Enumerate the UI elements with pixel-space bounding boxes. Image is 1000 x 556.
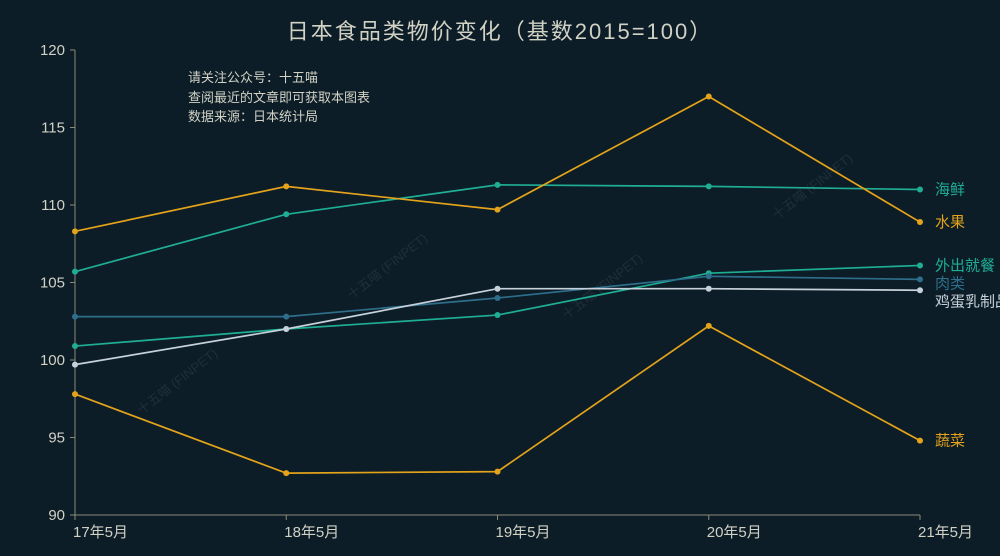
series-marker [72, 343, 78, 349]
y-tick-label: 100 [40, 352, 65, 369]
series-marker [283, 183, 289, 189]
series-marker [495, 207, 501, 213]
series-marker [72, 314, 78, 320]
series-marker [495, 182, 501, 188]
chart-container: 日本食品类物价变化（基数2015=100） 请关注公众号：十五喵 查阅最近的文章… [0, 0, 1000, 556]
series-marker [706, 323, 712, 329]
y-tick-label: 115 [41, 120, 65, 137]
series-marker [495, 286, 501, 292]
series-marker [495, 312, 501, 318]
series-label-蔬菜: 蔬菜 [935, 433, 965, 450]
y-tick-label: 120 [40, 42, 65, 59]
y-tick-label: 95 [48, 430, 65, 447]
y-tick-label: 90 [48, 507, 65, 524]
series-marker [283, 314, 289, 320]
series-marker [917, 276, 923, 282]
series-label-肉类: 肉类 [935, 275, 965, 292]
x-tick-label: 19年5月 [496, 524, 551, 541]
x-tick-label: 18年5月 [284, 524, 339, 541]
watermark: 十五喵 (FINPET) [134, 346, 220, 418]
watermark: 十五喵 (FINPET) [344, 231, 430, 303]
series-marker [72, 269, 78, 275]
y-tick-label: 110 [41, 197, 65, 214]
series-marker [706, 273, 712, 279]
series-marker [283, 211, 289, 217]
series-line-蔬菜 [75, 326, 920, 473]
series-marker [283, 326, 289, 332]
series-marker [495, 469, 501, 475]
watermark: 十五喵 (FINPET) [769, 151, 855, 223]
series-marker [495, 295, 501, 301]
series-label-海鲜: 海鲜 [935, 182, 965, 199]
series-marker [706, 94, 712, 100]
series-marker [917, 219, 923, 225]
series-marker [706, 183, 712, 189]
series-label-外出就餐: 外出就餐 [935, 257, 995, 274]
series-marker [917, 438, 923, 444]
series-marker [917, 262, 923, 268]
series-marker [917, 187, 923, 193]
x-tick-label: 17年5月 [73, 524, 128, 541]
series-marker [283, 470, 289, 476]
y-tick-label: 105 [40, 275, 65, 292]
series-label-水果: 水果 [935, 214, 965, 231]
x-tick-label: 21年5月 [918, 524, 973, 541]
chart-svg: 十五喵 (FINPET)十五喵 (FINPET)十五喵 (FINPET)十五喵 … [0, 0, 1000, 556]
series-label-鸡蛋乳制品: 鸡蛋乳制品 [935, 293, 1000, 310]
series-marker [917, 287, 923, 293]
x-tick-label: 20年5月 [707, 524, 762, 541]
series-marker [72, 362, 78, 368]
series-marker [72, 391, 78, 397]
series-marker [706, 286, 712, 292]
series-marker [72, 228, 78, 234]
